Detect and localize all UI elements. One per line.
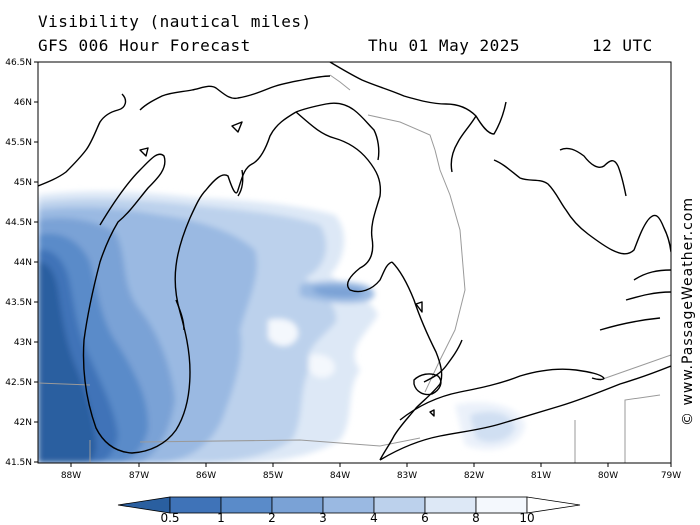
lon-label: 80W	[598, 471, 618, 481]
watermark: © www.PassageWeather.com	[680, 197, 696, 426]
lon-label: 85W	[263, 471, 283, 481]
lat-label: 45N	[14, 178, 32, 188]
lon-label: 84W	[330, 471, 350, 481]
colorbar-label: 2	[268, 511, 276, 525]
colorbar-label: 4	[370, 511, 378, 525]
lon-label: 88W	[61, 471, 81, 481]
colorbar-segment	[271, 496, 324, 514]
colorbar-label: 8	[472, 511, 480, 525]
lon-label: 81W	[531, 471, 551, 481]
colorbar-segment	[220, 496, 273, 514]
watermark-text: © www.PassageWeather.com	[680, 197, 696, 426]
forecast-label: GFS 006 Hour Forecast	[38, 36, 251, 55]
map-title: Visibility (nautical miles)	[38, 12, 312, 31]
latitude-axis: 46.5N 46N 45.5N 45N 44.5N 44N 43.5N 43N …	[5, 58, 38, 468]
lat-label: 45.5N	[5, 138, 32, 148]
lat-label: 43N	[14, 338, 32, 348]
colorbar-segment	[322, 496, 375, 514]
lon-label: 86W	[196, 471, 216, 481]
lat-label: 46.5N	[5, 58, 32, 68]
lat-label: 43.5N	[5, 298, 32, 308]
lat-label: 42N	[14, 418, 32, 428]
colorbar-label: 3	[319, 511, 327, 525]
colorbar-label: 1	[217, 511, 225, 525]
colorbar-label: 0.5	[160, 511, 179, 525]
colorbar-label: 6	[421, 511, 429, 525]
colorbar: 0.5 1 2 3 4 6 8 10	[117, 496, 581, 525]
longitude-axis: 88W 87W 86W 85W 84W 83W 82W 81W 80W 79W	[61, 463, 681, 481]
forecast-date: Thu 01 May 2025	[368, 36, 520, 55]
colorbar-segment	[373, 496, 426, 514]
lon-label: 87W	[129, 471, 149, 481]
lon-label: 79W	[661, 471, 681, 481]
lat-label: 42.5N	[5, 378, 32, 388]
colorbar-segment	[526, 496, 581, 514]
lat-label: 44N	[14, 258, 32, 268]
coastlines	[38, 62, 671, 463]
visibility-field	[38, 62, 671, 463]
forecast-time: 12 UTC	[592, 36, 653, 55]
colorbar-segment	[424, 496, 477, 514]
colorbar-label: 10	[519, 511, 534, 525]
lon-label: 82W	[464, 471, 484, 481]
lat-label: 41.5N	[5, 458, 32, 468]
lat-label: 44.5N	[5, 218, 32, 228]
lat-label: 46N	[14, 98, 32, 108]
lon-label: 83W	[397, 471, 417, 481]
